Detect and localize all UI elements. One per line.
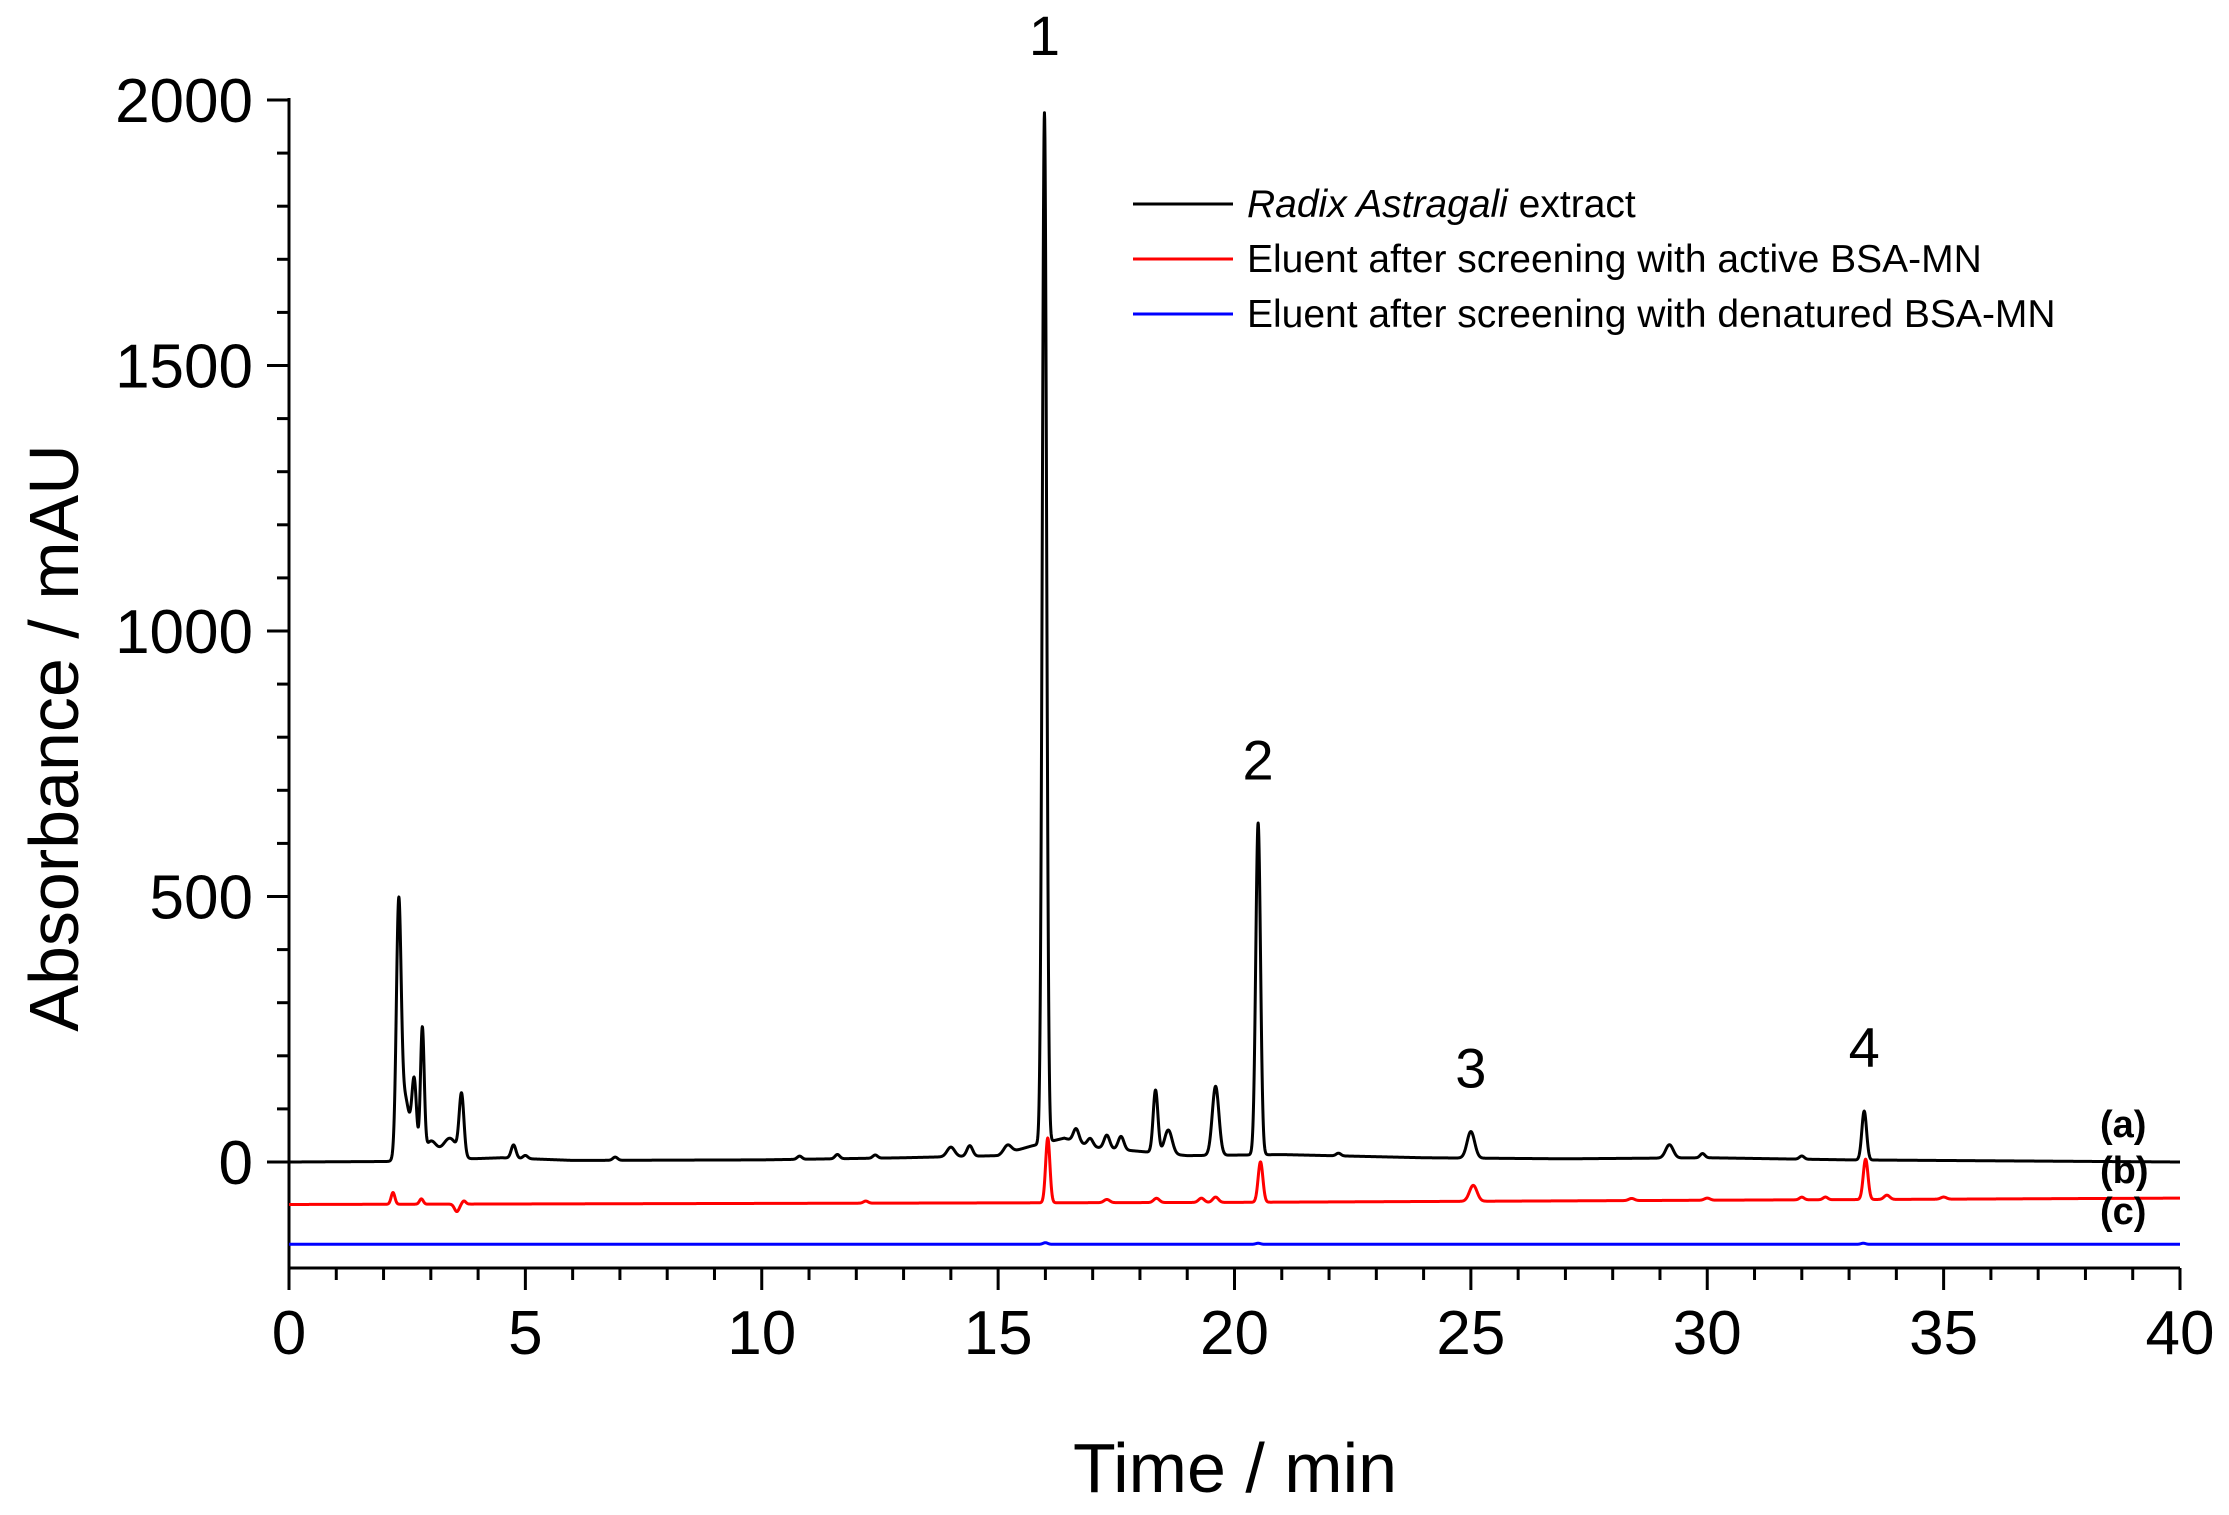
trace-b [287,1136,2182,1214]
x-tick-label: 5 [508,1299,542,1368]
y-tick-label: 2000 [115,67,253,136]
legend-entry: Eluent after screening with denatured BS… [1247,293,2056,336]
x-tick-label: 40 [2146,1299,2215,1368]
y-tick-label: 1500 [115,333,253,402]
peak-label-4: 4 [1849,1015,1880,1078]
trace-label-a: (a) [2100,1104,2146,1146]
axes: 0 5 10 15 20 25 30 35 40 0 500 1000 1500 2000 [115,67,2214,1368]
x-axis-title: Time / min [1073,1429,1397,1507]
peak-label-3: 3 [1455,1037,1486,1100]
x-tick-label: 15 [964,1299,1033,1368]
peak-label-1: 1 [1029,4,1060,67]
legend-entry: Radix Astragali extract [1247,183,1636,226]
x-tick-label: 20 [1200,1299,1269,1368]
legend-entry: Eluent after screening with active BSA-M… [1247,238,1982,281]
trace-label-c: (c) [2100,1191,2146,1233]
traces [287,111,2182,1246]
trace-a [287,111,2182,1164]
trace-label-b: (b) [2100,1150,2149,1192]
x-tick-label: 10 [727,1299,796,1368]
legend-entry-text: extract [1508,183,1636,226]
x-tick-label: 0 [272,1299,306,1368]
y-tick-label: 0 [219,1129,253,1198]
y-tick-label: 500 [150,864,253,933]
legend-entry-italic: Radix Astragali [1247,183,1509,226]
y-axis-title: Absorbance / mAU [15,444,93,1031]
legend: Radix Astragali extract Eluent after scre… [1133,183,2056,336]
y-tick-label: 1000 [115,598,253,667]
x-tick-label: 35 [1909,1299,1978,1368]
x-tick-label: 25 [1436,1299,1505,1368]
trace-c [287,1241,2182,1246]
x-tick-label: 30 [1673,1299,1742,1368]
peak-label-2: 2 [1243,729,1274,792]
annotations: (a)(b)(c) 1 2 3 4 [1029,4,2149,1233]
